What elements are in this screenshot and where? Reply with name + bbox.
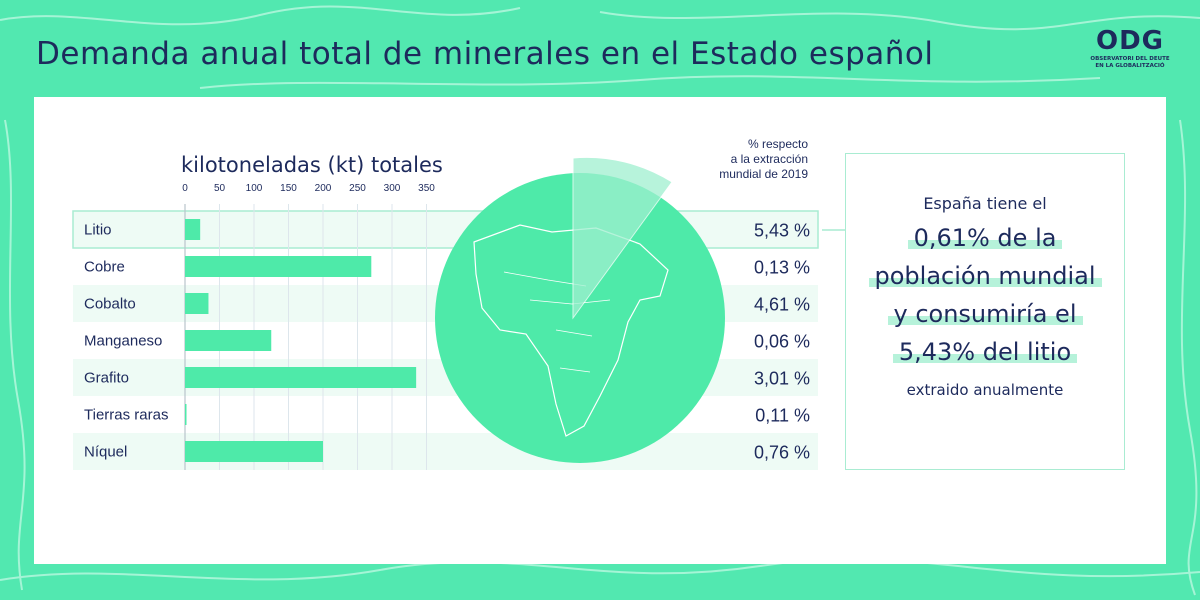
x-tick-label: 300 xyxy=(384,183,401,194)
percent-label: 0,13 % xyxy=(754,258,810,278)
callout-outro: extraido anualmente xyxy=(906,381,1064,399)
category-label: Níquel xyxy=(84,444,127,461)
percent-header-line-1: % respecto xyxy=(747,137,808,151)
odg-logo: ODG OBSERVATORI DEL DEUTE EN LA GLOBALIT… xyxy=(1080,26,1180,70)
percent-header: % respecto a la extracción mundial de 20… xyxy=(690,137,808,182)
bar-manganeso xyxy=(185,330,272,351)
percent-label: 0,76 % xyxy=(754,443,810,463)
percent-label: 3,01 % xyxy=(754,369,810,389)
logo-subtitle-2: EN LA GLOBALITZACIÓ xyxy=(1095,63,1165,69)
x-tick-label: 350 xyxy=(418,183,435,194)
category-label: Grafito xyxy=(84,370,129,387)
percent-label: 4,61 % xyxy=(754,295,810,315)
logo-mark: ODG xyxy=(1095,26,1165,56)
bar-níquel xyxy=(185,441,323,462)
callout-highlight: 0,61% de la población mundial y consumir… xyxy=(846,219,1124,371)
globe-illustration xyxy=(435,156,725,463)
x-tick-label: 0 xyxy=(182,183,188,194)
callout-box: España tiene el 0,61% de la población mu… xyxy=(845,153,1125,470)
bar-grafito xyxy=(185,367,417,388)
category-label: Tierras raras xyxy=(84,407,168,424)
bar-cobalto xyxy=(185,293,209,314)
percent-label: 0,06 % xyxy=(754,332,810,352)
x-tick-label: 100 xyxy=(246,183,263,194)
callout-highlight-line-1: 0,61% de la xyxy=(907,224,1063,252)
globe-borders xyxy=(503,271,611,373)
percent-label: 0,11 % xyxy=(755,406,810,426)
category-label: Cobre xyxy=(84,259,125,276)
percent-label: 5,43 % xyxy=(754,221,810,241)
globe xyxy=(435,173,725,463)
x-tick-label: 50 xyxy=(214,183,226,194)
globe-highlight-wedge xyxy=(572,156,673,320)
category-label: Cobalto xyxy=(84,296,136,313)
category-label: Manganeso xyxy=(84,333,162,350)
bar-tierras-raras xyxy=(185,404,187,425)
percent-header-line-3: mundial de 2019 xyxy=(719,167,808,181)
percent-header-line-2: a la extracción xyxy=(730,152,808,166)
x-tick-label: 150 xyxy=(280,183,297,194)
callout-highlight-line-3: y consumiría el xyxy=(887,300,1083,328)
page-title: Demanda anual total de minerales en el E… xyxy=(36,36,934,72)
callout-intro: España tiene el xyxy=(923,194,1047,213)
category-label: Litio xyxy=(84,222,112,239)
bar-cobre xyxy=(185,256,372,277)
callout-highlight-line-4: 5,43% del litio xyxy=(892,338,1078,366)
x-tick-label: 250 xyxy=(349,183,366,194)
x-tick-label: 200 xyxy=(315,183,332,194)
logo-subtitle-1: OBSERVATORI DEL DEUTE xyxy=(1090,56,1170,62)
callout-highlight-line-2: población mundial xyxy=(868,262,1102,290)
x-axis-label: kilotoneladas (kt) totales xyxy=(181,153,443,177)
bar-litio xyxy=(185,219,201,240)
